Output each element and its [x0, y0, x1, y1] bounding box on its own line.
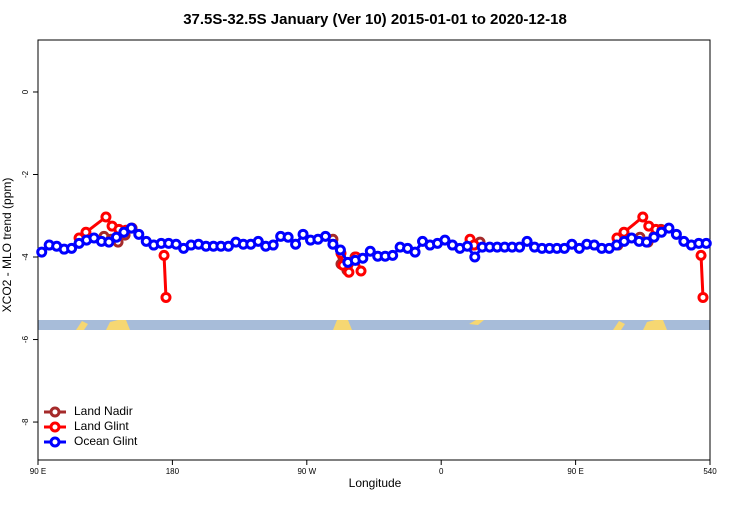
x-axis-label: Longitude: [349, 476, 402, 490]
data-point: [133, 228, 145, 240]
data-point: [290, 238, 302, 250]
data-point: [160, 291, 172, 303]
data-point: [641, 236, 653, 248]
land-band: [38, 320, 710, 330]
data-point: [36, 246, 48, 258]
data-point: [637, 211, 649, 223]
data-point: [439, 234, 451, 246]
legend-marker: [49, 436, 61, 448]
data-point: [319, 230, 331, 242]
data-point: [110, 231, 122, 243]
data-point: [409, 246, 421, 258]
chart-title: 37.5S-32.5S January (Ver 10) 2015-01-01 …: [183, 11, 567, 28]
data-point: [343, 266, 355, 278]
x-tick-label: 90 W: [297, 467, 316, 476]
data-point: [282, 231, 294, 243]
y-tick-label: -8: [21, 418, 30, 426]
y-axis-label: XCO2 - MLO trend (ppm): [0, 178, 14, 313]
data-point: [469, 251, 481, 263]
data-point: [521, 235, 533, 247]
data-point: [252, 235, 264, 247]
x-tick-label: 180: [166, 467, 180, 476]
y-tick-label: -6: [21, 335, 30, 343]
data-point: [125, 222, 137, 234]
data-point: [103, 236, 115, 248]
data-point: [297, 228, 309, 240]
x-tick-label: 90 E: [567, 467, 583, 476]
data-point: [618, 226, 630, 238]
x-tick-label: 90 E: [30, 467, 46, 476]
data-point: [334, 244, 346, 256]
data-point: [158, 249, 170, 261]
data-point: [355, 265, 367, 277]
legend-marker: [49, 406, 61, 418]
legend-label: Land Nadir: [74, 404, 133, 418]
data-point: [267, 239, 279, 251]
data-point: [697, 291, 709, 303]
legend-label: Ocean Glint: [74, 434, 138, 448]
x-tick-label: 540: [703, 467, 717, 476]
y-tick-label: 0: [21, 89, 30, 94]
data-point: [700, 237, 712, 249]
legend-label: Land Glint: [74, 419, 129, 433]
data-point: [100, 211, 112, 223]
data-point: [663, 222, 675, 234]
y-tick-label: -4: [21, 253, 30, 261]
y-tick-label: -2: [21, 170, 30, 178]
data-point: [514, 241, 526, 253]
data-point: [364, 245, 376, 257]
x-tick-label: 0: [439, 467, 444, 476]
data-point: [648, 231, 660, 243]
data-point: [695, 249, 707, 261]
data-point: [357, 252, 369, 264]
data-point: [461, 240, 473, 252]
data-point: [327, 238, 339, 250]
legend-marker: [49, 421, 61, 433]
data-point: [387, 249, 399, 261]
data-point: [66, 242, 78, 254]
data-point: [670, 228, 682, 240]
